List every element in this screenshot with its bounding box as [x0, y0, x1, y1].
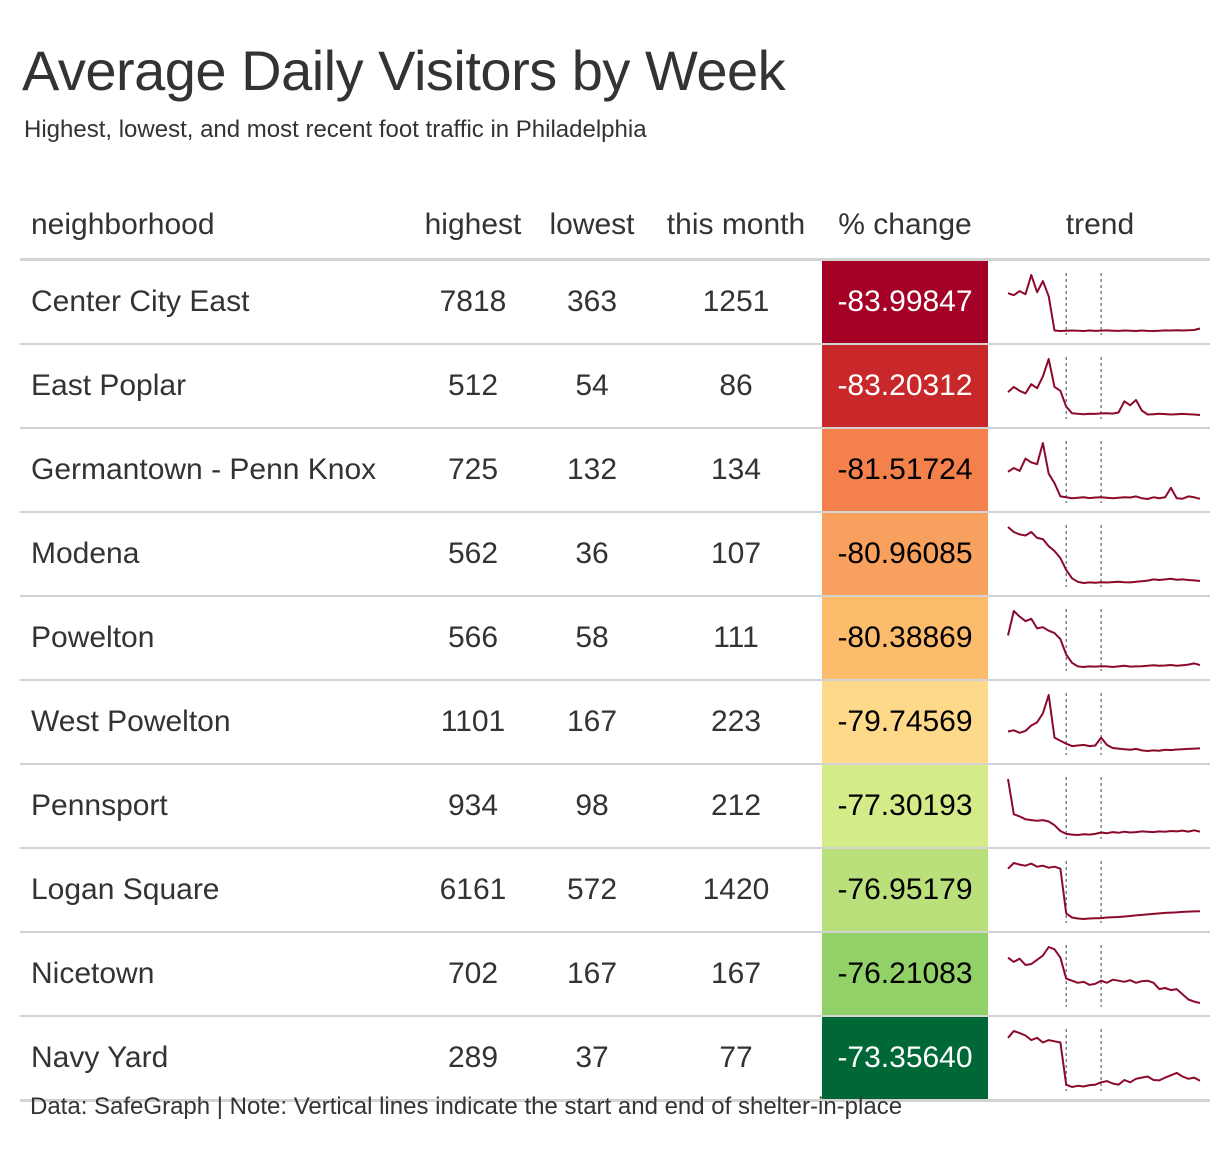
table-row: West Powelton 1101 167 223 -79.74569 — [20, 681, 1210, 765]
visitor-table: neighborhood highest lowest this month %… — [20, 182, 1210, 1102]
this-month-cell: 111 — [713, 621, 759, 654]
pct-change-cell: -77.30193 — [822, 765, 988, 847]
trend-sparkline — [1007, 861, 1201, 923]
column-header-lowest: lowest — [549, 208, 635, 241]
trend-sparkline — [1007, 609, 1201, 671]
this-month-cell: 77 — [719, 1041, 753, 1074]
this-month-cell: 223 — [710, 705, 762, 738]
neighborhood-cell: Logan Square — [31, 873, 220, 906]
neighborhood-cell: East Poplar — [31, 369, 187, 402]
highest-cell: 562 — [447, 537, 499, 570]
neighborhood-cell: Germantown - Penn Knox — [31, 453, 377, 486]
this-month-cell: 1420 — [702, 873, 770, 906]
pct-change-cell: -80.38869 — [822, 597, 988, 679]
table-row: Pennsport 934 98 212 -77.30193 — [20, 765, 1210, 849]
footnote: Data: SafeGraph | Note: Vertical lines i… — [30, 1093, 903, 1120]
trend-sparkline — [1007, 357, 1201, 419]
this-month-cell: 1251 — [702, 285, 770, 318]
column-header-pct-change: % change — [838, 208, 972, 241]
this-month-cell: 86 — [719, 369, 753, 402]
table-row: Powelton 566 58 111 -80.38869 — [20, 597, 1210, 681]
trend-line — [1007, 274, 1201, 332]
highest-cell: 934 — [447, 789, 499, 822]
table-row: Germantown - Penn Knox 725 132 134 -81.51724 — [20, 429, 1210, 513]
trend-sparkline — [1007, 441, 1201, 503]
pct-change-cell: -76.95179 — [822, 849, 988, 931]
lowest-cell: 167 — [566, 705, 618, 738]
this-month-cell: 107 — [710, 537, 762, 570]
trend-line — [1007, 1030, 1201, 1088]
trend-sparkline — [1007, 525, 1201, 587]
lowest-cell: 132 — [566, 453, 618, 486]
table-header: neighborhood highest lowest this month %… — [20, 182, 1210, 261]
highest-cell: 6161 — [439, 873, 507, 906]
neighborhood-cell: Powelton — [31, 621, 155, 654]
trend-sparkline — [1007, 1029, 1201, 1091]
lowest-cell: 58 — [575, 621, 609, 654]
lowest-cell: 37 — [575, 1041, 609, 1074]
table-row: Center City East 7818 363 1251 -83.99847 — [20, 261, 1210, 345]
trend-line — [1007, 946, 1201, 1004]
column-header-highest: highest — [424, 208, 522, 241]
pct-change-cell: -73.35640 — [822, 1017, 988, 1099]
table-row: Nicetown 702 167 167 -76.21083 — [20, 933, 1210, 1017]
trend-sparkline — [1007, 273, 1201, 335]
highest-cell: 1101 — [440, 705, 506, 738]
table-row: East Poplar 512 54 86 -83.20312 — [20, 345, 1210, 429]
pct-change-cell: -76.21083 — [822, 933, 988, 1015]
trend-line — [1007, 526, 1201, 584]
pct-change-cell: -81.51724 — [822, 429, 988, 511]
pct-change-cell: -79.74569 — [822, 681, 988, 763]
page-subtitle: Highest, lowest, and most recent foot tr… — [24, 116, 647, 143]
neighborhood-cell: Nicetown — [31, 957, 155, 990]
column-header-neighborhood: neighborhood — [31, 208, 215, 241]
trend-sparkline — [1007, 777, 1201, 839]
highest-cell: 566 — [447, 621, 499, 654]
this-month-cell: 134 — [710, 453, 762, 486]
column-header-this-month: this month — [666, 208, 806, 241]
pct-change-cell: -80.96085 — [822, 513, 988, 595]
neighborhood-cell: Modena — [31, 537, 140, 570]
lowest-cell: 36 — [575, 537, 609, 570]
table-row: Modena 562 36 107 -80.96085 — [20, 513, 1210, 597]
lowest-cell: 167 — [566, 957, 618, 990]
highest-cell: 289 — [447, 1041, 499, 1074]
pct-change-cell: -83.20312 — [822, 345, 988, 427]
table-body: Center City East 7818 363 1251 -83.99847 East… — [20, 261, 1210, 1102]
lowest-cell: 98 — [575, 789, 609, 822]
highest-cell: 702 — [447, 957, 499, 990]
pct-change-cell: -83.99847 — [822, 261, 988, 343]
lowest-cell: 572 — [566, 873, 618, 906]
trend-line — [1007, 778, 1201, 836]
table-row: Logan Square 6161 572 1420 -76.95179 — [20, 849, 1210, 933]
column-header-trend: trend — [1065, 208, 1135, 241]
highest-cell: 7818 — [439, 285, 507, 318]
table-row: Navy Yard 289 37 77 -73.35640 — [20, 1017, 1210, 1102]
neighborhood-cell: Pennsport — [31, 789, 168, 822]
trend-line — [1007, 610, 1201, 668]
lowest-cell: 363 — [566, 285, 618, 318]
highest-cell: 725 — [447, 453, 499, 486]
trend-sparkline — [1007, 693, 1201, 755]
this-month-cell: 167 — [710, 957, 762, 990]
page-title: Average Daily Visitors by Week — [22, 39, 786, 102]
neighborhood-cell: West Powelton — [31, 705, 231, 738]
neighborhood-cell: Navy Yard — [31, 1041, 169, 1074]
trend-sparkline — [1007, 945, 1201, 1007]
neighborhood-cell: Center City East — [31, 285, 250, 318]
highest-cell: 512 — [447, 369, 499, 402]
this-month-cell: 212 — [710, 789, 762, 822]
trend-line — [1007, 358, 1201, 416]
lowest-cell: 54 — [575, 369, 609, 402]
trend-line — [1007, 694, 1201, 752]
trend-line — [1007, 862, 1201, 920]
trend-line — [1007, 442, 1201, 500]
